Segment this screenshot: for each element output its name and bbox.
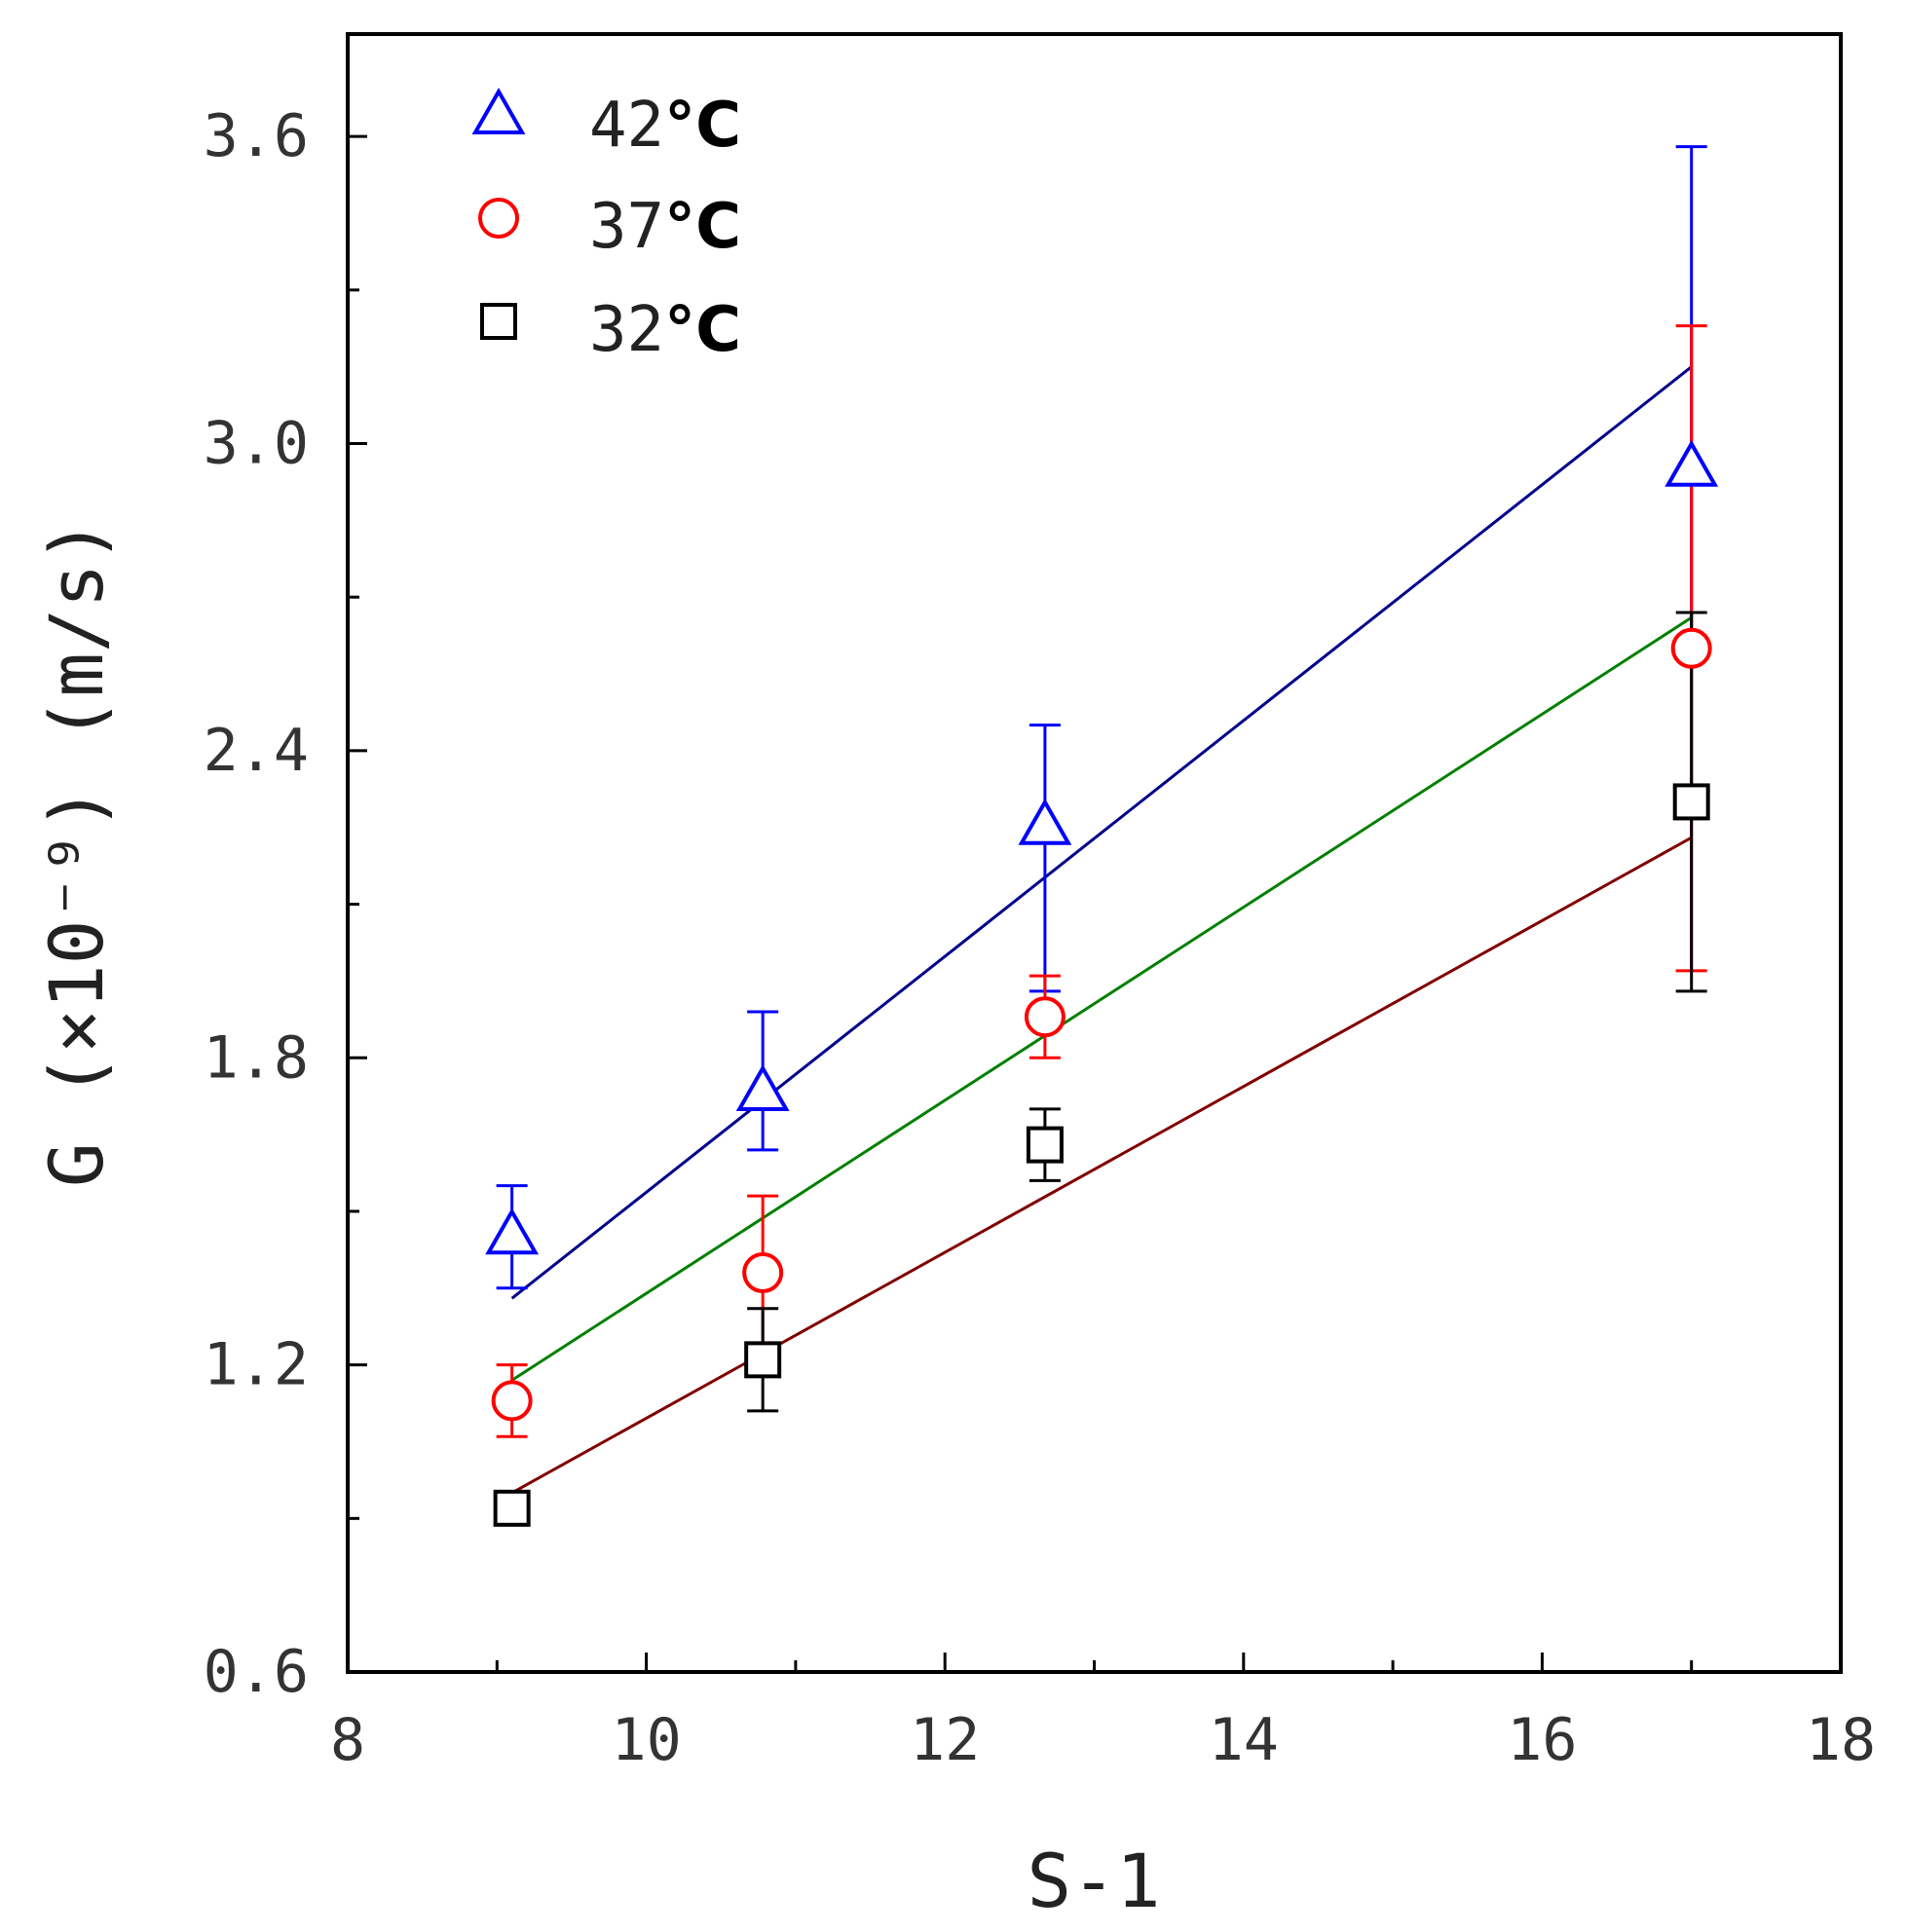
data-markers [485,439,1719,1527]
legend-label: 32°C [589,294,741,366]
square-marker [1672,783,1710,821]
circle-marker [742,1252,784,1294]
legend-unit: °C [664,294,741,366]
circle-marker [1024,996,1066,1038]
fit-line [510,365,1693,1300]
triangle-marker [1664,439,1719,487]
legend-value: 32 [589,294,664,366]
fit-lines [510,365,1693,1495]
triangle-marker [1018,798,1072,845]
square-marker [1026,1126,1064,1164]
y-tick-label: 1.2 [204,1331,309,1399]
legend-unit: °C [664,191,741,263]
x-tick-label: 14 [1209,1706,1279,1774]
triangle-marker [471,87,526,134]
square-marker [493,1489,531,1527]
circle-marker [478,198,519,239]
y-tick-label: 2.4 [204,717,309,785]
y-tick-label: 3.0 [204,410,309,478]
x-tick-label: 10 [611,1706,681,1774]
fit-line [510,836,1693,1495]
square-marker [480,303,517,340]
error-bars [496,145,1707,1438]
triangle-marker [735,1064,790,1112]
x-tick-label: 18 [1806,1706,1876,1774]
x-axis-title: S-1 [1027,1838,1160,1924]
x-tick-label: 8 [330,1706,365,1774]
y-tick-label: 3.6 [204,102,309,170]
x-tick-label: 12 [910,1706,980,1774]
triangle-marker [485,1208,540,1255]
y-tick-label: 1.8 [204,1023,309,1092]
circle-marker [1670,627,1712,669]
axis-ticks: 8 10 12 14 16 18 0.6 1.2 1.8 2.4 3.0 3.6 [204,102,1877,1774]
x-tick-label: 16 [1507,1706,1577,1774]
legend-unit: °C [664,90,741,162]
legend-label: 37°C [589,191,741,263]
legend-value: 42 [589,90,664,162]
circle-marker [491,1380,533,1422]
legend: 42°C37°C32°C [471,87,741,366]
plot-frame [346,32,1843,1674]
square-marker [744,1341,782,1379]
y-axis-title: G (×10⁻⁹) (m/s) [33,519,120,1187]
fit-line [510,615,1693,1382]
legend-label: 42°C [589,90,741,162]
legend-value: 37 [589,191,664,263]
y-tick-label: 0.6 [204,1638,309,1706]
